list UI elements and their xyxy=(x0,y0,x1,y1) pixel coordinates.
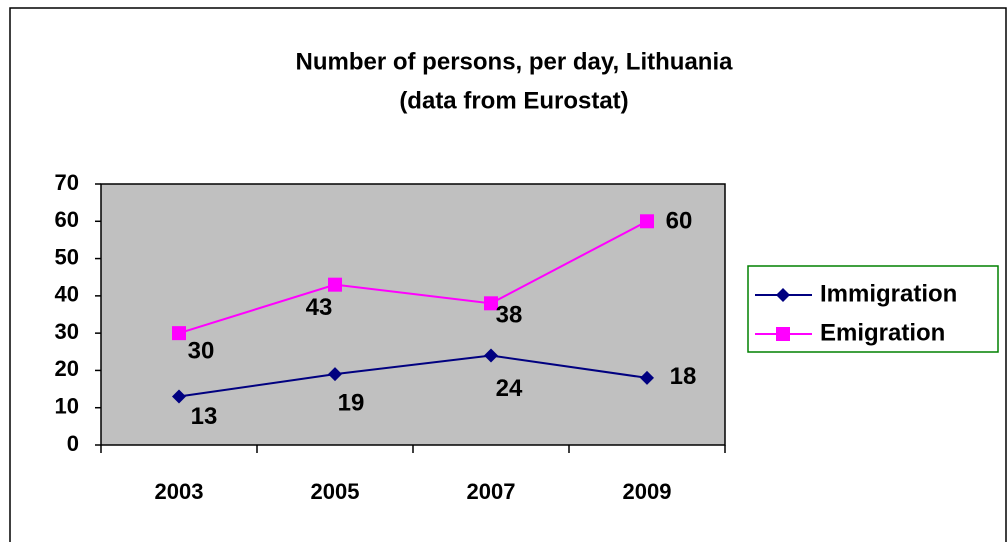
data-point xyxy=(640,214,654,229)
x-tick-label: 2005 xyxy=(311,479,360,504)
x-tick-label: 2003 xyxy=(155,479,204,504)
data-point xyxy=(640,370,654,385)
data-label: 13 xyxy=(191,403,218,430)
data-point xyxy=(484,296,498,311)
x-tick-label: 2007 xyxy=(467,479,516,504)
y-tick-label: 20 xyxy=(55,356,79,381)
series-line xyxy=(178,220,648,335)
data-point xyxy=(172,326,186,341)
legend-label: Emigration xyxy=(820,319,945,346)
data-label: 19 xyxy=(338,390,365,417)
y-tick-label: 60 xyxy=(55,207,79,232)
y-tick-label: 30 xyxy=(55,319,79,344)
y-tick-label: 70 xyxy=(55,170,79,195)
chart-frame xyxy=(9,7,1007,542)
data-label: 30 xyxy=(188,337,215,364)
chart-title: Number of persons, per day, Lithuania xyxy=(296,48,734,75)
data-label: 60 xyxy=(666,208,693,235)
data-point xyxy=(328,367,342,382)
data-label: 38 xyxy=(496,302,523,329)
series-line xyxy=(178,354,648,398)
data-label: 18 xyxy=(670,363,697,390)
y-tick-label: 0 xyxy=(67,431,79,456)
legend-label: Immigration xyxy=(820,280,957,307)
chart-subtitle: (data from Eurostat) xyxy=(399,87,628,114)
y-tick-label: 40 xyxy=(55,282,79,307)
legend-marker xyxy=(776,288,790,302)
legend-marker xyxy=(776,327,790,341)
y-tick-label: 50 xyxy=(55,244,79,269)
legend-box xyxy=(747,265,999,353)
x-tick-label: 2009 xyxy=(623,479,672,504)
data-point xyxy=(484,348,498,363)
data-point xyxy=(328,277,342,292)
data-label: 43 xyxy=(306,294,333,321)
data-point xyxy=(172,389,186,404)
y-tick-label: 10 xyxy=(55,394,79,419)
data-label: 24 xyxy=(496,375,523,402)
